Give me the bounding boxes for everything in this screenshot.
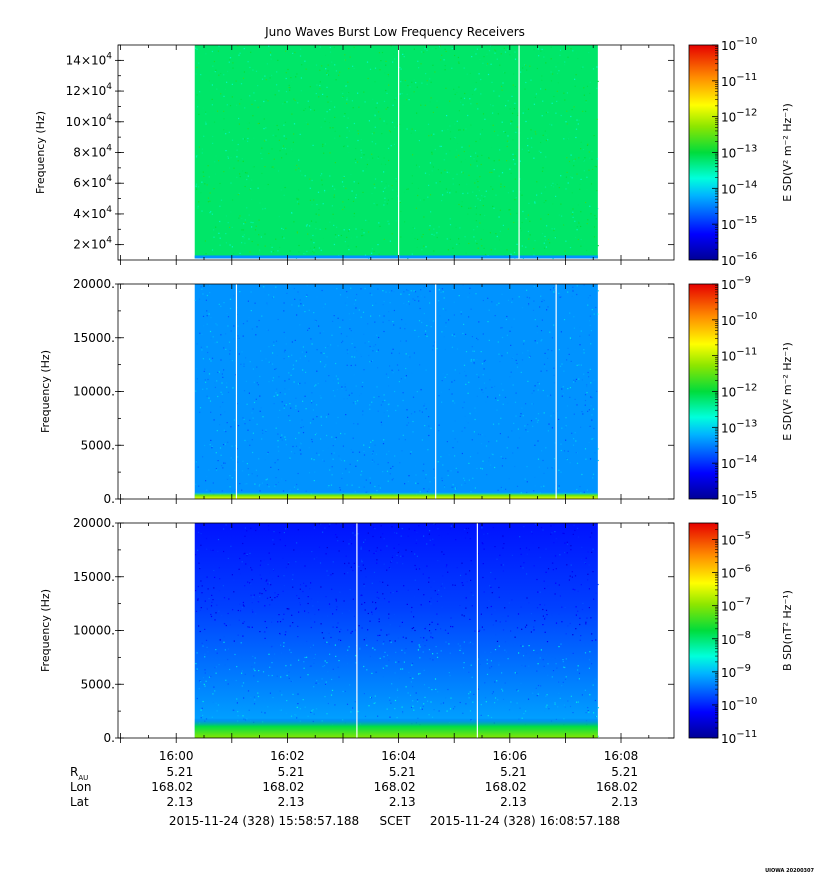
y-tick-label: 0.: [104, 731, 115, 745]
colorbar-tick-label: 10−9: [721, 663, 751, 680]
y-tick-label: 8×104: [73, 144, 112, 160]
colorbar-tick-label: 10−13: [721, 418, 757, 435]
y-axis: 2×104 4×104 6×104 8×104 10×104 12×104 14×104 Fr…: [34, 44, 674, 261]
ephemeris-value: 5.21: [389, 765, 416, 779]
colorbar-tick-label: 10−11: [721, 72, 757, 89]
colorbar: 10−11 10−10 10−9 10−8 10−7 10−6 10−5 B SD(nT² H…: [688, 522, 794, 746]
colorbar-tick-label: 10−12: [721, 108, 757, 125]
footer-start-time: 2015-11-24 (328) 15:58:57.188: [169, 814, 359, 828]
spectrogram-image: [194, 523, 599, 738]
colorbar-label: E SD(V² m⁻² Hz⁻¹): [781, 103, 794, 202]
ephemeris-value: 168.02: [485, 780, 527, 794]
ephemeris-value: 2.13: [166, 795, 193, 809]
y-tick-label: 6×104: [73, 174, 112, 190]
y-axis-label: Frequency (Hz): [34, 111, 47, 194]
time-tick-label: 16:00: [159, 749, 194, 763]
footer-end-time: 2015-11-24 (328) 16:08:57.188: [430, 814, 620, 828]
y-axis: 0. 5000. 10000. 15000. 20000. Frequency (Hz): [39, 516, 674, 745]
time-tick-label: 16:06: [493, 749, 528, 763]
y-tick-label: 5000.: [81, 438, 115, 452]
time-ticks: [120, 45, 650, 265]
time-ticks: [120, 284, 650, 504]
ephemeris-value: 168.02: [374, 780, 416, 794]
y-tick-label: 15000.: [73, 331, 115, 345]
ephemeris-value: 168.02: [262, 780, 304, 794]
colorbar-tick-label: 10−15: [721, 215, 757, 232]
plot-title: Juno Waves Burst Low Frequency Receivers: [264, 25, 525, 39]
colorbar-tick-label: 10−11: [721, 347, 757, 364]
colorbar-label: E SD(V² m⁻² Hz⁻¹): [781, 342, 794, 441]
colorbar-tick-label: 10−16: [721, 251, 757, 268]
ephemeris-table: RAU 5.21 5.21 5.21 5.21 5.21 Lon 168.02 168.02 16…: [70, 765, 638, 809]
watermark: UIOWA 20200307: [765, 868, 814, 874]
colorbar-tick-label: 10−10: [721, 311, 757, 328]
panel-3: 0. 5000. 10000. 15000. 20000. Frequency (Hz) 1…: [39, 516, 794, 746]
ephemeris-value: 2.13: [611, 795, 638, 809]
ephemeris-value: 2.13: [278, 795, 305, 809]
ephemeris-value: 5.21: [500, 765, 527, 779]
y-tick-label: 20000.: [73, 516, 115, 530]
ephemeris-value: 5.21: [166, 765, 193, 779]
y-tick-label: 20000.: [73, 277, 115, 291]
spectrogram-noise: [194, 284, 599, 499]
colorbar-tick-label: 10−6: [721, 564, 751, 581]
y-tick-label: 4×104: [73, 205, 112, 221]
spectrogram-image: [194, 45, 599, 260]
time-axis: 16:00 16:02 16:04 16:06 16:08: [159, 749, 638, 763]
y-tick-label: 10×104: [66, 113, 113, 129]
footer-scet-label: SCET: [380, 814, 412, 828]
colorbar-tick-label: 10−11: [721, 729, 757, 746]
ephemeris-value: 5.21: [611, 765, 638, 779]
colorbar-tick-label: 10−5: [721, 531, 751, 548]
time-tick-label: 16:08: [604, 749, 639, 763]
colorbar-tick-label: 10−10: [721, 36, 757, 53]
time-tick-label: 16:04: [381, 749, 416, 763]
colorbar: 10−16 10−15 10−14 10−13 10−12 10−11 10−10 E SD(…: [688, 36, 794, 268]
y-tick-label: 10000.: [73, 624, 115, 638]
panel-2: 0. 5000. 10000. 15000. 20000. Frequency (Hz) 1…: [39, 275, 794, 507]
y-axis-label: Frequency (Hz): [39, 589, 52, 672]
time-tick-label: 16:02: [270, 749, 305, 763]
panel-1: 2×104 4×104 6×104 8×104 10×104 12×104 14×104 Fr…: [34, 36, 794, 268]
colorbar-tick-label: 10−14: [721, 454, 757, 471]
spectrogram-panels: 2×104 4×104 6×104 8×104 10×104 12×104 14×104 Fr…: [34, 36, 794, 746]
y-tick-label: 12×104: [66, 82, 113, 98]
colorbar-tick-label: 10−9: [721, 275, 751, 292]
ephemeris-row-label: RAU: [70, 765, 88, 782]
ephemeris-value: 168.02: [151, 780, 193, 794]
colorbar-label: B SD(nT² Hz⁻¹): [781, 590, 794, 671]
time-ticks: [120, 523, 650, 743]
y-tick-label: 5000.: [81, 677, 115, 691]
spectrogram-noise: [195, 45, 599, 260]
colorbar-tick-label: 10−13: [721, 144, 757, 161]
colorbar-tick-label: 10−15: [721, 490, 757, 507]
ephemeris-value: 2.13: [500, 795, 527, 809]
y-tick-label: 10000.: [73, 385, 115, 399]
y-tick-label: 0.: [104, 492, 115, 506]
ephemeris-value: 168.02: [596, 780, 638, 794]
ephemeris-row-label: Lat: [70, 795, 89, 809]
y-tick-label: 14×104: [66, 51, 113, 67]
y-tick-label: 15000.: [73, 570, 115, 584]
ephemeris-row-label: Lon: [70, 780, 91, 794]
colorbar: 10−15 10−14 10−13 10−12 10−11 10−10 10−9 E SD(V…: [688, 275, 794, 507]
colorbar-tick-label: 10−12: [721, 383, 757, 400]
colorbar-tick-label: 10−14: [721, 179, 757, 196]
y-axis-label: Frequency (Hz): [39, 350, 52, 433]
y-axis: 0. 5000. 10000. 15000. 20000. Frequency (Hz): [39, 277, 674, 506]
ephemeris-value: 5.21: [278, 765, 305, 779]
colorbar-tick-label: 10−7: [721, 597, 751, 614]
y-tick-label: 2×104: [73, 236, 112, 252]
colorbar-tick-label: 10−10: [721, 696, 757, 713]
colorbar-tick-label: 10−8: [721, 630, 751, 647]
spectrogram-image: [194, 284, 599, 499]
ephemeris-value: 2.13: [389, 795, 416, 809]
spectrogram-noise: [195, 523, 599, 738]
